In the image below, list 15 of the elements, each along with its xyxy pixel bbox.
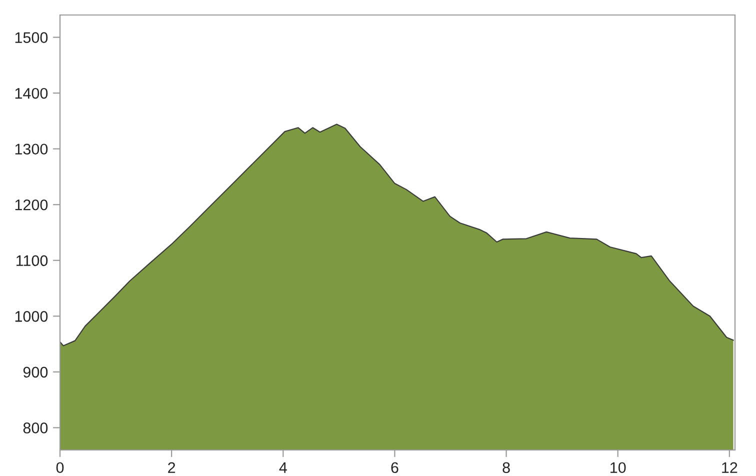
x-tick-label: 0: [56, 462, 64, 474]
y-tick-label: 1500: [15, 32, 48, 43]
x-tick-label: 2: [168, 462, 176, 473]
y-tick-label: 900: [23, 366, 48, 378]
y-tick-label: 1000: [15, 311, 48, 322]
x-tick-label: 6: [391, 462, 398, 474]
x-tick-label: 8: [502, 462, 510, 474]
y-tick-label: 800: [23, 422, 48, 434]
y-tick-label: 1200: [15, 199, 48, 210]
y-tick-label: 1300: [15, 144, 48, 155]
x-tick-label: 10: [610, 462, 626, 474]
y-tick-label: 1100: [16, 255, 48, 266]
y-tick-label: 1400: [15, 88, 48, 99]
x-tick-label: 12: [722, 462, 738, 473]
x-tick-label: 4: [279, 462, 287, 473]
